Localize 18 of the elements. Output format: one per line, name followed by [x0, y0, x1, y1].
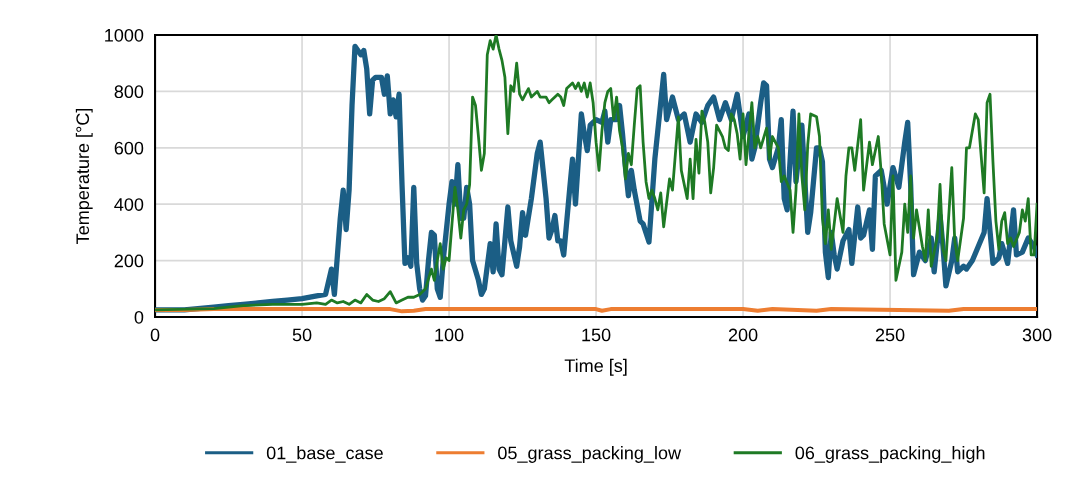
y-tick-label: 0 — [134, 310, 144, 324]
legend-label: 01_base_case — [266, 446, 383, 463]
y-tick-label: 800 — [114, 85, 144, 99]
x-tick-label: 50 — [292, 328, 312, 342]
y-tick-label: 1000 — [105, 28, 144, 42]
y-tick-label: 600 — [114, 141, 144, 155]
y-axis-title: Temperature [°C] — [75, 108, 93, 244]
x-tick-label: 150 — [582, 328, 611, 342]
legend-label: 05_grass_packing_low — [498, 446, 682, 463]
x-tick-label: 200 — [728, 328, 758, 342]
x-tick-label: 300 — [1022, 328, 1052, 342]
legend-label: 06_grass_packing_high — [795, 446, 985, 463]
x-tick-label: 0 — [150, 328, 160, 342]
x-tick-label: 250 — [875, 328, 905, 342]
x-axis-title: Time [s] — [564, 358, 627, 376]
x-tick-label: 100 — [435, 328, 464, 342]
y-tick-label: 400 — [114, 198, 144, 211]
y-tick-label: 200 — [114, 254, 144, 268]
